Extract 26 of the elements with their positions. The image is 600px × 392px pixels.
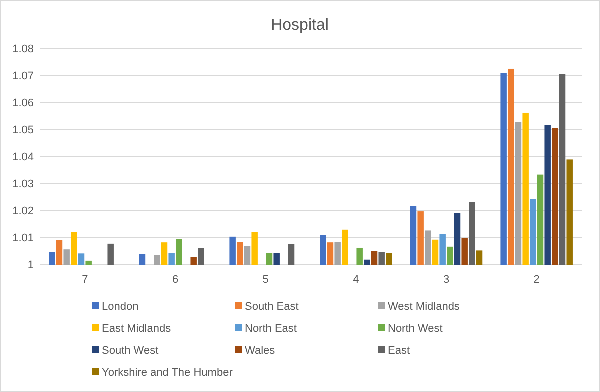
legend-label: North East [245,323,297,335]
y-tick-label: 1.04 [12,152,34,164]
legend-label: West Midlands [388,301,460,313]
x-tick-label: 7 [82,274,88,286]
y-tick-label: 1 [28,260,34,272]
chart-title: Hospital [271,17,329,34]
x-tick-label: 5 [262,274,269,286]
y-tick-label: 1.06 [12,98,34,110]
y-tick-label: 1.08 [12,44,34,56]
x-tick-label: 3 [443,274,450,286]
legend-label: London [102,301,139,313]
x-tick-label: 4 [353,274,360,286]
legend-label: South East [245,301,299,313]
legend-label: North West [388,323,443,335]
y-tick-label: 1.05 [12,124,34,137]
legend-label: Yorkshire and The Humber [102,367,234,379]
y-tick-label: 1.07 [12,70,34,83]
y-tick-label: 1.02 [12,206,34,218]
legend-label: South West [102,345,159,357]
legend-label: Wales [245,345,276,357]
x-tick-label: 2 [534,274,540,286]
y-tick-label: 1.01 [12,232,34,245]
legend-label: East Midlands [102,323,172,335]
legend-label: East [388,345,410,357]
x-tick-label: 6 [172,274,179,286]
y-tick-label: 1.03 [12,178,34,191]
